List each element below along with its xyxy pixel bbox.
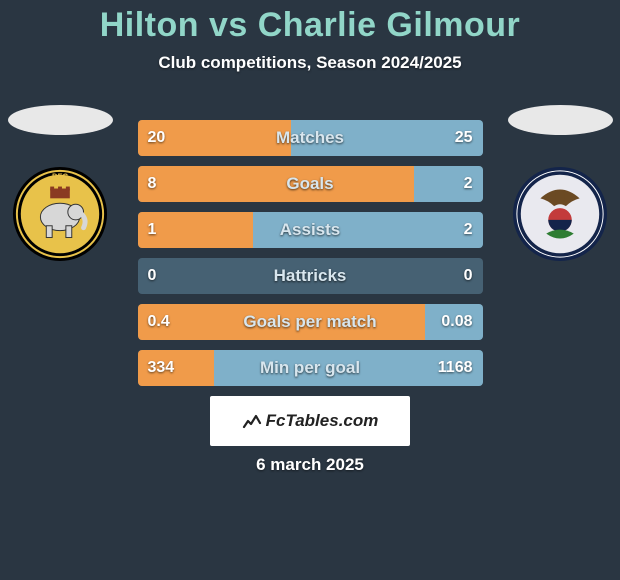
stat-row: 334 1168 Min per goal [138,350,483,386]
stat-value-left: 1 [148,212,157,248]
page-subtitle: Club competitions, Season 2024/2025 [0,53,620,73]
club-badge-right [511,165,609,263]
stat-label: Assists [280,212,340,248]
player-right-column [500,105,620,263]
stat-value-left: 0.4 [148,304,170,340]
brand-logo: FcTables.com [210,396,410,446]
stat-row: 0 0 Hattricks [138,258,483,294]
stat-value-left: 8 [148,166,157,202]
stat-label: Hattricks [274,258,347,294]
player-left-column: DFC [0,105,120,263]
svg-text:DFC: DFC [52,173,68,182]
stat-label: Min per goal [260,350,360,386]
player-left-photo-placeholder [8,105,113,135]
stat-value-left: 0 [148,258,157,294]
page-title: Hilton vs Charlie Gilmour [0,0,620,45]
player-right-photo-placeholder [508,105,613,135]
stat-value-right: 0 [464,258,473,294]
comparison-chart: 20 25 Matches 8 2 Goals 1 2 Assists 0 0 Hattricks 0.… [138,120,483,396]
stat-value-right: 1168 [438,350,473,386]
stat-value-right: 25 [455,120,473,156]
footer-date: 6 march 2025 [256,455,364,475]
stat-label: Goals per match [243,304,376,340]
brand-logo-text: FcTables.com [266,411,379,431]
stat-row: 20 25 Matches [138,120,483,156]
club-badge-left: DFC [11,165,109,263]
stat-label: Matches [276,120,344,156]
stat-value-right: 2 [464,166,473,202]
stat-label: Goals [286,166,333,202]
brand-logo-icon [242,411,262,431]
stat-value-left: 334 [148,350,175,386]
stat-row: 0.4 0.08 Goals per match [138,304,483,340]
stat-value-left: 20 [148,120,166,156]
stat-bar-left [138,166,414,202]
stat-row: 1 2 Assists [138,212,483,248]
stat-value-right: 0.08 [441,304,472,340]
stat-row: 8 2 Goals [138,166,483,202]
stat-value-right: 2 [464,212,473,248]
